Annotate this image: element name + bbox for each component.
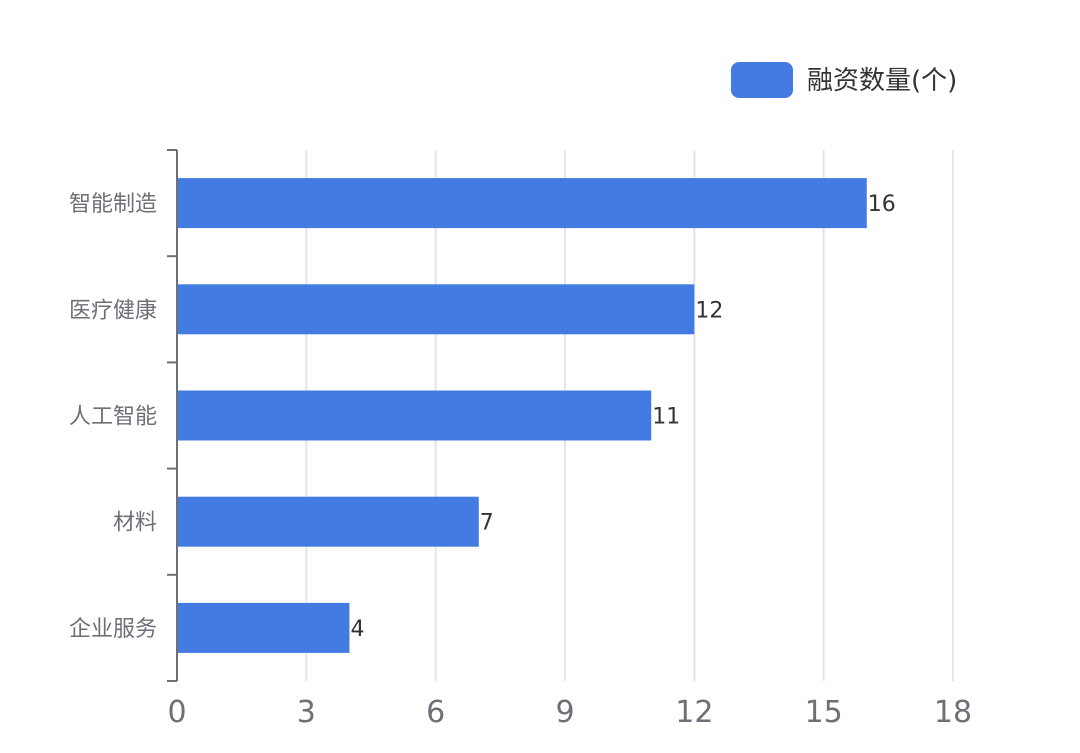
legend: 融资数量(个) [731, 62, 957, 98]
category-label: 材料 [113, 511, 157, 536]
value-label: 12 [695, 298, 723, 323]
bars [177, 178, 867, 653]
value-label: 11 [652, 405, 680, 430]
bar [177, 496, 479, 547]
x-tick-label: 18 [934, 695, 972, 730]
bar [177, 284, 695, 335]
value-label: 7 [480, 511, 494, 536]
bar [177, 178, 867, 229]
category-label: 医疗健康 [69, 298, 157, 323]
x-tick-label: 12 [675, 695, 713, 730]
labels: 0 3 6 9 12 15 18 智能制造 16 医疗健康 12 人工智能 11 材料 7 企业服务 4 [69, 192, 972, 730]
bar [177, 390, 652, 441]
axes [167, 149, 178, 682]
category-label: 企业服务 [69, 617, 157, 642]
x-tick-label: 15 [805, 695, 843, 730]
legend-label: 融资数量(个) [807, 66, 957, 96]
x-tick-label: 3 [297, 695, 316, 730]
bar [177, 602, 350, 653]
x-tick-label: 0 [167, 695, 186, 730]
value-label: 4 [350, 617, 364, 642]
value-label: 16 [868, 192, 896, 217]
x-tick-label: 6 [426, 695, 445, 730]
x-tick-label: 9 [555, 695, 574, 730]
legend-swatch [731, 62, 793, 98]
category-label: 智能制造 [69, 192, 157, 217]
category-label: 人工智能 [69, 405, 157, 430]
